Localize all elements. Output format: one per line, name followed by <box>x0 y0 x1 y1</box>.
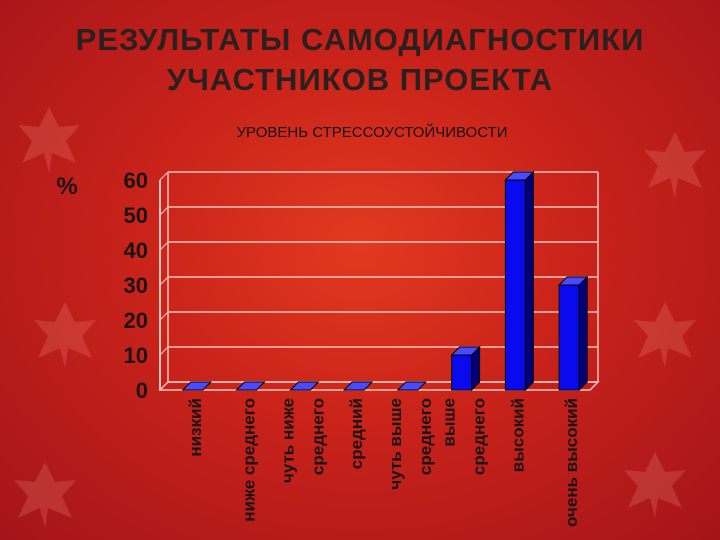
gridline-depth <box>159 206 169 216</box>
leaf-decoration-icon <box>644 132 706 198</box>
x-tick-label: чуть ниже <box>278 398 297 483</box>
x-tick-label: среднего <box>470 398 489 475</box>
bar <box>342 381 374 391</box>
bar-top <box>450 346 481 356</box>
slide-title-line-2: УЧАСТНИКОВ ПРОЕКТА <box>166 62 554 97</box>
y-tick-label: 30 <box>124 273 148 298</box>
gridline-depth <box>159 276 169 286</box>
bar <box>504 170 535 392</box>
bar-top <box>396 381 428 391</box>
bar-front <box>451 354 473 391</box>
gridline-depth <box>159 311 169 321</box>
y-tick-label: 50 <box>124 203 148 228</box>
bar-top <box>289 381 320 391</box>
bar-side <box>524 170 534 392</box>
x-tick-label: низкий <box>186 398 205 457</box>
bar-top <box>235 381 266 391</box>
x-tick-label: среднего <box>416 398 435 475</box>
bar-top <box>342 381 374 391</box>
x-tick-label: ниже среднего <box>240 398 259 522</box>
bar-top <box>504 171 535 181</box>
bar <box>289 381 320 391</box>
leaf-decoration-icon <box>634 302 696 368</box>
x-tick-label: средний <box>347 398 366 469</box>
slide-title: РЕЗУЛЬТАТЫ САМОДИАГНОСТИКИ УЧАСТНИКОВ ПР… <box>0 20 720 100</box>
leaf-decoration-icon <box>14 462 76 528</box>
y-tick-label: 0 <box>136 378 148 403</box>
bar-side <box>578 275 588 392</box>
gridline-depth <box>159 346 169 356</box>
y-tick-label: 10 <box>124 343 148 368</box>
y-tick-label: 40 <box>124 238 148 263</box>
axis-layer: 0 10 20 30 40 50 60 <box>124 168 600 403</box>
leaf-decoration-icon <box>624 452 686 518</box>
gridline-depth <box>159 241 169 251</box>
leaf-decoration-icon <box>18 107 80 173</box>
x-tick-label: высокий <box>508 398 527 472</box>
chart-title: УРОВЕНЬ СТРЕССОУСТОЙЧИВОСТИ <box>237 123 508 141</box>
y-tick-label: 60 <box>124 168 148 193</box>
bars-layer <box>181 170 589 392</box>
bar-top <box>557 276 589 286</box>
bar <box>396 381 428 391</box>
slide-title-line-1: РЕЗУЛЬТАТЫ САМОДИАГНОСТИКИ <box>75 22 645 57</box>
leaf-decoration-icon <box>34 302 96 368</box>
bar-front <box>558 284 580 391</box>
bar-top <box>181 381 213 391</box>
bar <box>450 345 481 392</box>
y-tick-label: 20 <box>124 308 148 333</box>
bar <box>235 381 266 391</box>
x-tick-label: очень высокий <box>562 398 581 527</box>
gridline-depth <box>159 171 169 181</box>
x-tick-label: чуть выше <box>386 398 405 490</box>
chart-floor <box>158 381 600 391</box>
y-axis-label: % <box>56 173 77 200</box>
bar <box>557 275 589 392</box>
x-tick-label: среднего <box>308 398 327 475</box>
bar-front <box>504 179 526 391</box>
x-tick-label: выше <box>440 398 459 447</box>
x-labels-layer: низкий ниже среднего чуть ниже среднего сред… <box>186 398 581 527</box>
bar <box>181 381 213 391</box>
